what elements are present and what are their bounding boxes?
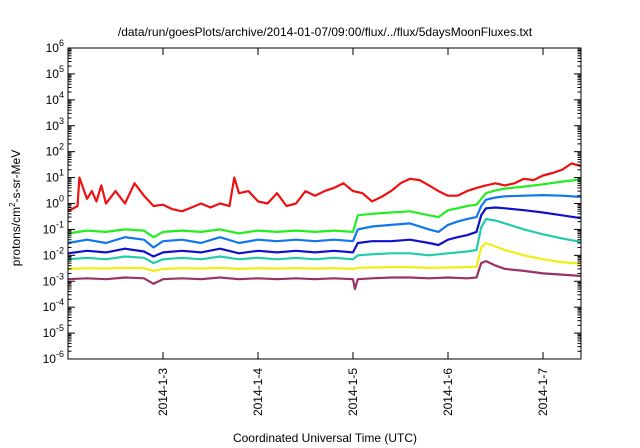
y-tick-label-exp: 6	[59, 38, 64, 48]
y-axis-label-rest: -s-sr-MeV	[9, 150, 23, 203]
series-line-3	[67, 194, 582, 249]
series-line-7	[67, 260, 582, 291]
y-tick-label-base: 10	[43, 248, 57, 262]
plot-frame	[67, 47, 582, 360]
y-tick-label: 105	[46, 64, 64, 81]
x-tick-label: 2014-1-7	[536, 368, 550, 416]
y-tick-label-base: 10	[43, 326, 57, 340]
y-axis-label: protons/cm2-s-sr-MeV	[8, 150, 23, 266]
y-tick-label: 10-4	[43, 297, 64, 314]
y-tick-label-exp: -6	[56, 349, 64, 359]
y-tick-label-exp: -5	[56, 323, 64, 333]
y-tick-label-base: 10	[46, 67, 60, 81]
series-layer	[67, 162, 582, 291]
chart-title: /data/run/goesPlots/archive/2014-01-07/0…	[118, 25, 533, 39]
series-line-1	[67, 162, 582, 213]
y-tick-label-exp: -2	[56, 245, 64, 255]
y-tick-label-exp: 2	[59, 142, 64, 152]
y-tick-label: 10-2	[43, 245, 64, 262]
series-line-4	[67, 206, 582, 258]
y-tick-label-exp: -3	[56, 271, 64, 281]
series-line-6	[67, 241, 582, 272]
y-tick-label-exp: 4	[59, 90, 64, 100]
series-line-2	[67, 178, 582, 239]
y-tick-label-exp: 3	[59, 116, 64, 126]
axis-layer: 10-610-510-410-310-210-11001011021031041…	[43, 38, 581, 416]
y-tick-label-exp: 5	[59, 64, 64, 74]
y-tick-label-base: 10	[46, 171, 60, 185]
y-tick-label-base: 10	[46, 93, 60, 107]
y-tick-label: 100	[46, 194, 64, 211]
y-tick-label: 102	[46, 142, 64, 159]
y-tick-label-base: 10	[46, 197, 60, 211]
x-tick-label: 2014-1-3	[156, 368, 170, 416]
x-tick-label: 2014-1-5	[346, 368, 360, 416]
y-tick-label: 104	[46, 90, 64, 107]
y-tick-label-base: 10	[43, 274, 57, 288]
y-tick-label: 106	[46, 38, 64, 55]
y-tick-label-base: 10	[43, 222, 57, 236]
x-tick-label: 2014-1-4	[251, 368, 265, 416]
y-tick-label: 10-1	[43, 219, 64, 236]
y-tick-label: 10-5	[43, 323, 64, 340]
y-tick-label-base: 10	[43, 300, 57, 314]
y-tick-label-exp: 1	[59, 168, 64, 178]
y-tick-label: 10-3	[43, 271, 64, 288]
y-tick-label-base: 10	[43, 352, 57, 366]
y-axis-label-sup: 2	[8, 202, 17, 207]
y-tick-label-exp: -4	[56, 297, 64, 307]
y-tick-label-base: 10	[46, 145, 60, 159]
y-axis-label-main: protons/cm	[9, 207, 23, 266]
x-tick-label: 2014-1-6	[441, 368, 455, 416]
y-tick-label-exp: -1	[56, 219, 64, 229]
series-line-5	[67, 218, 582, 265]
y-tick-label: 103	[46, 116, 64, 133]
y-tick-label-base: 10	[46, 119, 60, 133]
y-tick-label: 10-6	[43, 349, 64, 366]
x-axis-label: Coordinated Universal Time (UTC)	[233, 431, 417, 445]
y-tick-label-exp: 0	[59, 194, 64, 204]
y-tick-label-base: 10	[46, 41, 60, 55]
y-tick-label: 101	[46, 168, 64, 185]
